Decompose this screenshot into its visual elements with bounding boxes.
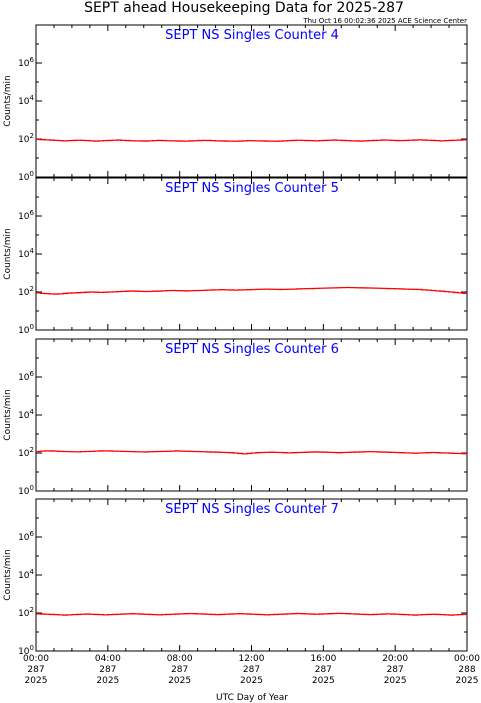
- y-tick-label: 102: [18, 132, 34, 145]
- y-tick-label: 100: [18, 170, 34, 183]
- panel-title: SEPT NS Singles Counter 6: [165, 342, 339, 357]
- y-tick-label: 104: [18, 94, 34, 107]
- y-tick-label: 102: [18, 606, 34, 619]
- series-line: [36, 286, 467, 295]
- x-tick-label-time: 04:00: [95, 654, 121, 664]
- x-tick-label-year: 2025: [96, 676, 119, 686]
- generation-timestamp: Thu Oct 16 00:02:36 2025 ACE Science Cen…: [302, 17, 467, 25]
- x-tick-label-time: 00:00: [23, 654, 49, 664]
- x-tick-label-time: 00:00: [454, 654, 480, 664]
- x-tick-label-day: 287: [27, 665, 44, 675]
- y-tick-label: 104: [18, 408, 34, 421]
- series-line: [36, 612, 467, 616]
- panel-4: SEPT NS Singles Counter 7Counts/min10010…: [3, 498, 468, 657]
- x-tick-label-year: 2025: [25, 676, 48, 686]
- series-line: [36, 450, 467, 455]
- x-tick-label-year: 2025: [312, 676, 335, 686]
- series-line: [36, 138, 467, 142]
- x-axis: 00:00287202504:00287202508:00287202512:0…: [23, 654, 480, 686]
- panel-1: SEPT NS Singles Counter 4 Counts/min 100 10…: [3, 24, 468, 183]
- x-tick-label-day: 287: [387, 665, 404, 675]
- x-tick-label-year: 2025: [384, 676, 407, 686]
- panel-frame: [35, 498, 468, 652]
- x-tick-label-year: 2025: [168, 676, 191, 686]
- x-tick-label-year: 2025: [456, 676, 479, 686]
- x-tick-label-day: 287: [315, 665, 332, 675]
- panel-3: SEPT NS Singles Counter 6 Counts/min 100 10…: [3, 338, 468, 497]
- page-title: SEPT ahead Housekeeping Data for 2025-28…: [84, 0, 404, 16]
- y-tick-label: 100: [18, 484, 34, 497]
- panel-frame: [35, 338, 468, 492]
- y-tick-label: 106: [18, 530, 34, 543]
- x-tick-label-day: 287: [171, 665, 188, 675]
- y-axis-label: Counts/min: [3, 75, 13, 126]
- panel-frame: [35, 177, 468, 331]
- x-tick-label-day: 287: [99, 665, 116, 675]
- panel-title: SEPT NS Singles Counter 4: [165, 28, 339, 43]
- y-axis-label: Counts/min: [3, 389, 13, 440]
- panel-title: SEPT NS Singles Counter 7: [165, 502, 339, 517]
- x-tick-label-year: 2025: [240, 676, 263, 686]
- x-tick-label-day: 288: [458, 665, 475, 675]
- x-tick-label-day: 287: [243, 665, 260, 675]
- panels: SEPT NS Singles Counter 4 Counts/min 100 10…: [3, 24, 468, 657]
- x-tick-label-time: 20:00: [382, 654, 408, 664]
- y-tick-label: 100: [18, 323, 34, 336]
- y-tick-label: 102: [18, 285, 34, 298]
- y-tick-label: 102: [18, 446, 34, 459]
- y-axis-label: Counts/min: [3, 228, 13, 279]
- x-axis-label: UTC Day of Year: [216, 693, 288, 703]
- y-tick-label: 106: [18, 209, 34, 222]
- y-axis-label: Counts/min: [3, 549, 13, 600]
- x-tick-label-time: 16:00: [310, 654, 336, 664]
- y-tick-label: 106: [18, 56, 34, 69]
- panel-2: SEPT NS Singles Counter 5 Counts/min 100 10…: [3, 177, 468, 336]
- y-tick-label: 104: [18, 568, 34, 581]
- y-tick-label: 106: [18, 370, 34, 383]
- panel-frame: [35, 24, 468, 178]
- panel-title: SEPT NS Singles Counter 5: [165, 181, 339, 196]
- x-tick-label-time: 12:00: [239, 654, 265, 664]
- x-tick-label-time: 08:00: [167, 654, 193, 664]
- y-tick-label: 104: [18, 247, 34, 260]
